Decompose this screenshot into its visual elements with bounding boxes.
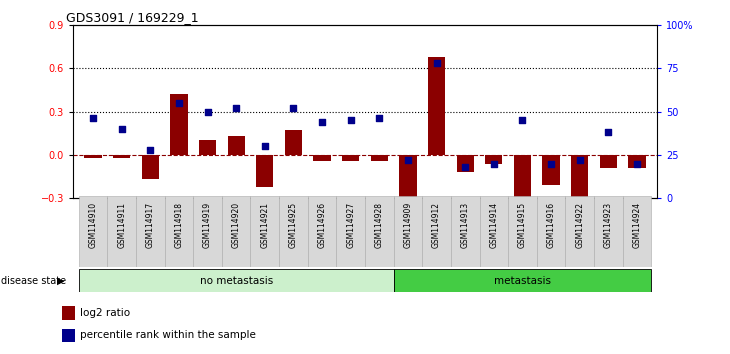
Bar <box>571 155 588 213</box>
Bar <box>228 136 245 155</box>
Text: percentile rank within the sample: percentile rank within the sample <box>80 330 256 341</box>
FancyBboxPatch shape <box>451 196 480 267</box>
Text: GSM114925: GSM114925 <box>289 202 298 248</box>
Bar <box>485 155 502 164</box>
Point <box>259 143 271 149</box>
FancyBboxPatch shape <box>164 196 193 267</box>
Point <box>374 116 385 121</box>
Text: GSM114910: GSM114910 <box>88 202 98 248</box>
Text: GSM114922: GSM114922 <box>575 202 584 248</box>
Bar <box>629 155 645 168</box>
Bar <box>285 130 302 155</box>
Point <box>231 105 242 111</box>
Bar <box>542 155 560 185</box>
Text: disease state: disease state <box>1 275 66 286</box>
Bar <box>256 155 274 187</box>
Point <box>631 161 643 166</box>
FancyBboxPatch shape <box>79 196 107 267</box>
Bar <box>514 155 531 198</box>
Text: ▶: ▶ <box>57 275 64 286</box>
Point <box>459 164 471 170</box>
Bar <box>170 94 188 155</box>
Bar <box>113 155 130 158</box>
Text: GSM114914: GSM114914 <box>489 202 499 248</box>
Text: metastasis: metastasis <box>494 275 551 286</box>
Text: GSM114927: GSM114927 <box>346 202 356 248</box>
Point <box>145 147 156 153</box>
Bar <box>428 57 445 155</box>
Bar <box>199 141 216 155</box>
FancyBboxPatch shape <box>107 196 136 267</box>
FancyBboxPatch shape <box>594 196 623 267</box>
Point <box>288 105 299 111</box>
Point <box>545 161 557 166</box>
Bar <box>62 329 75 342</box>
Text: GSM114923: GSM114923 <box>604 202 612 248</box>
Text: GSM114928: GSM114928 <box>374 202 384 248</box>
Text: GSM114913: GSM114913 <box>461 202 469 248</box>
Point <box>201 109 213 114</box>
Text: GSM114917: GSM114917 <box>146 202 155 248</box>
Text: GSM114919: GSM114919 <box>203 202 212 248</box>
Point <box>116 126 128 132</box>
FancyBboxPatch shape <box>393 196 422 267</box>
Text: GSM114916: GSM114916 <box>547 202 556 248</box>
Text: GSM114909: GSM114909 <box>404 202 412 249</box>
Point <box>431 60 442 66</box>
FancyBboxPatch shape <box>480 196 508 267</box>
FancyBboxPatch shape <box>566 196 594 267</box>
Bar <box>342 155 359 161</box>
FancyBboxPatch shape <box>193 196 222 267</box>
FancyBboxPatch shape <box>623 196 651 267</box>
Point <box>87 116 99 121</box>
Bar <box>142 155 159 179</box>
Text: GDS3091 / 169229_1: GDS3091 / 169229_1 <box>66 11 199 24</box>
Text: log2 ratio: log2 ratio <box>80 308 131 318</box>
Bar <box>85 155 101 158</box>
FancyBboxPatch shape <box>393 269 651 292</box>
Bar <box>371 155 388 161</box>
Text: GSM114915: GSM114915 <box>518 202 527 248</box>
FancyBboxPatch shape <box>422 196 451 267</box>
Point <box>488 161 499 166</box>
Point <box>402 157 414 163</box>
Bar <box>399 155 417 201</box>
Point <box>345 118 356 123</box>
FancyBboxPatch shape <box>136 196 164 267</box>
Text: GSM114920: GSM114920 <box>231 202 241 248</box>
Bar <box>456 155 474 172</box>
FancyBboxPatch shape <box>308 196 337 267</box>
Text: no metastasis: no metastasis <box>199 275 273 286</box>
Point <box>316 119 328 125</box>
Point <box>173 100 185 105</box>
FancyBboxPatch shape <box>508 196 537 267</box>
Text: GSM114911: GSM114911 <box>118 202 126 248</box>
Bar <box>313 155 331 161</box>
Point <box>517 118 529 123</box>
FancyBboxPatch shape <box>250 196 279 267</box>
Bar <box>62 307 75 320</box>
Text: GSM114912: GSM114912 <box>432 202 441 248</box>
FancyBboxPatch shape <box>365 196 393 267</box>
Point <box>602 130 614 135</box>
FancyBboxPatch shape <box>79 269 393 292</box>
FancyBboxPatch shape <box>279 196 308 267</box>
Bar <box>600 155 617 168</box>
Text: GSM114918: GSM114918 <box>174 202 183 248</box>
Text: GSM114924: GSM114924 <box>632 202 642 248</box>
FancyBboxPatch shape <box>222 196 250 267</box>
Text: GSM114926: GSM114926 <box>318 202 326 248</box>
FancyBboxPatch shape <box>337 196 365 267</box>
FancyBboxPatch shape <box>537 196 566 267</box>
Text: GSM114921: GSM114921 <box>261 202 269 248</box>
Point <box>574 157 585 163</box>
